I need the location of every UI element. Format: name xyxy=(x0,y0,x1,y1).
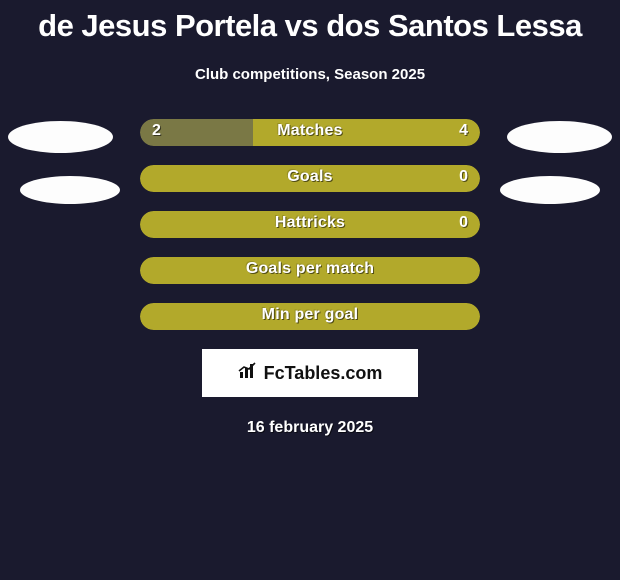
avatar-placeholder-top-left xyxy=(8,121,113,153)
logo-suffix: .com xyxy=(340,363,382,383)
stat-label: Goals xyxy=(140,168,480,186)
page-subtitle: Club competitions, Season 2025 xyxy=(0,66,620,83)
logo-main: FcTables xyxy=(264,363,341,383)
stat-label: Matches xyxy=(140,122,480,140)
stat-row: Goals per match xyxy=(140,257,480,284)
stat-label: Min per goal xyxy=(140,306,480,324)
stat-row: Min per goal xyxy=(140,303,480,330)
avatar-placeholder-bot-right xyxy=(500,176,600,204)
stat-value-right: 0 xyxy=(459,168,468,186)
stat-row: Matches2 4 xyxy=(140,119,480,146)
stat-value-right: 0 xyxy=(459,214,468,232)
page-title: de Jesus Portela vs dos Santos Lessa xyxy=(0,0,620,44)
stat-label: Goals per match xyxy=(140,260,480,278)
stat-row: Hattricks0 xyxy=(140,211,480,238)
logo-text: FcTables.com xyxy=(264,363,383,384)
chart-icon xyxy=(238,362,260,385)
stat-row: Goals0 xyxy=(140,165,480,192)
avatar-placeholder-top-right xyxy=(507,121,612,153)
stat-value-left: 2 xyxy=(152,122,161,140)
avatar-placeholder-bot-left xyxy=(20,176,120,204)
stat-label: Hattricks xyxy=(140,214,480,232)
logo-box: FcTables.com xyxy=(202,349,418,397)
stat-value-right: 4 xyxy=(459,122,468,140)
footer-date: 16 february 2025 xyxy=(0,419,620,437)
stats-container: Matches24Goals0Hattricks0Goals per match… xyxy=(0,119,620,330)
